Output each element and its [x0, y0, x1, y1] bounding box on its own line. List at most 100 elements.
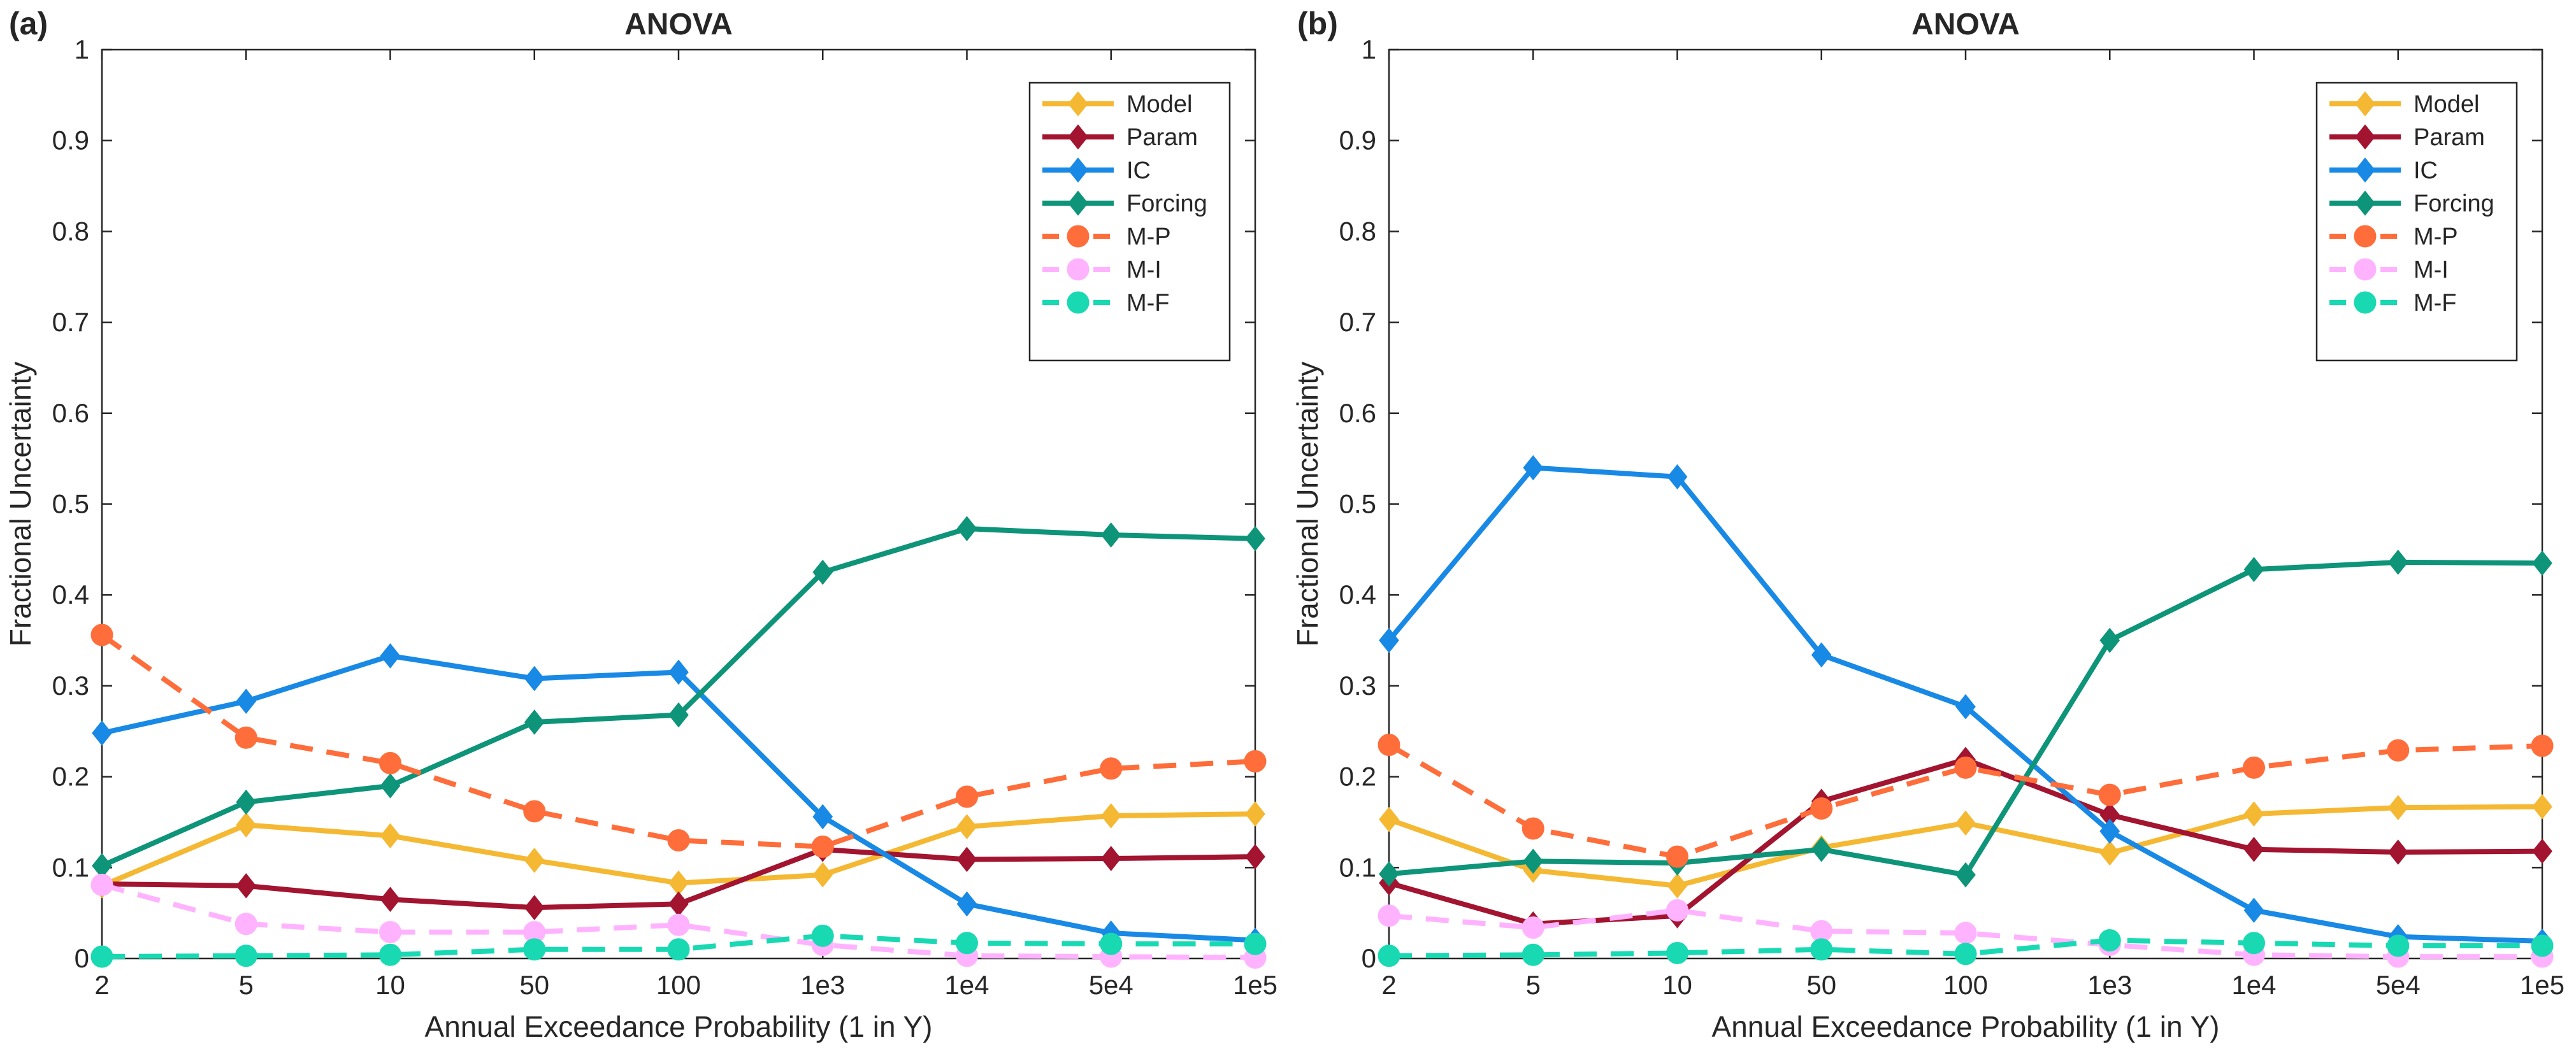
panel-a-xtick-label: 50 — [519, 970, 549, 1000]
legend-marker — [1067, 291, 1090, 314]
data-point — [956, 814, 977, 839]
data-point — [2387, 839, 2408, 865]
data-point — [1379, 861, 1399, 887]
data-point — [2243, 756, 2265, 779]
legend-label: M-F — [1126, 290, 1170, 317]
panel-b-ytick-label: 0.1 — [1339, 852, 1376, 882]
legend-item-m-p: M-P — [1042, 224, 1171, 250]
data-point — [380, 773, 401, 799]
legend-marker — [1067, 225, 1090, 248]
data-point — [956, 932, 978, 955]
data-point — [1378, 944, 1400, 967]
panel-b-xtick-label: 1e3 — [2087, 970, 2132, 1000]
data-point — [1811, 836, 1832, 862]
data-point — [1245, 525, 1265, 552]
panel-a-series-forcing — [92, 516, 1265, 879]
data-point — [2243, 801, 2264, 827]
data-point — [1954, 756, 1977, 779]
panel-b-ytick-label: 0.5 — [1339, 489, 1376, 519]
panel-a-xtick-label: 1e5 — [1233, 970, 1277, 1000]
panel-b-series-m-f — [1378, 929, 2554, 967]
data-point — [668, 659, 689, 685]
data-point — [524, 895, 545, 920]
legend-label: Model — [2414, 91, 2480, 118]
data-point — [379, 921, 401, 944]
legend-item-m-p: M-P — [2329, 224, 2458, 250]
data-point — [523, 800, 546, 823]
data-point — [2387, 795, 2408, 820]
data-point — [234, 726, 257, 749]
legend-item-m-f: M-F — [1042, 290, 1170, 317]
panel-b-ytick-label: 0.6 — [1339, 398, 1376, 428]
panel-a-xtick-label: 10 — [375, 970, 405, 1000]
legend-marker — [1068, 157, 1088, 183]
data-point — [1100, 757, 1123, 780]
data-point — [1379, 806, 1399, 832]
series-line — [101, 882, 1256, 960]
panel-b: (b) ANOVA 0 0.1 0.2 0.3 0.4 0.5 0.6 0.7 0.8 0.9 1 2 5 1… — [1291, 6, 2565, 1043]
panel-b-ytick-label: 0.4 — [1339, 580, 1376, 609]
data-point — [1954, 943, 1977, 965]
data-point — [1378, 904, 1400, 927]
data-point — [812, 862, 833, 888]
data-point — [1955, 862, 1976, 888]
legend-marker — [2355, 190, 2375, 216]
data-point — [956, 891, 977, 917]
data-point — [1100, 846, 1121, 871]
data-point — [234, 913, 257, 936]
legend-item-forcing: Forcing — [1042, 190, 1207, 217]
data-point — [667, 913, 690, 936]
panel-b-ytick-label: 1 — [1362, 34, 1376, 64]
legend-item-ic: IC — [1042, 157, 1151, 184]
panel-b-ytick-label: 0.9 — [1339, 125, 1376, 155]
panel-b-xtick-label: 50 — [1806, 970, 1836, 1000]
legend-label: M-P — [1126, 224, 1171, 250]
legend-label: Forcing — [2414, 190, 2494, 217]
data-point — [1522, 916, 1544, 939]
data-point — [811, 924, 834, 947]
panel-a-series-ic — [92, 643, 1265, 953]
data-point — [2532, 838, 2552, 864]
legend-marker — [2354, 291, 2377, 314]
panel-b-ytick-label: 0.7 — [1339, 307, 1376, 337]
data-point — [380, 823, 401, 849]
panel-a-label: (a) — [9, 6, 48, 41]
series-line — [1386, 757, 2545, 927]
panel-b-ylabel: Fractional Uncertainty — [1291, 362, 1324, 646]
data-point — [92, 720, 112, 746]
legend-label: Model — [1126, 91, 1193, 118]
data-point — [2098, 929, 2121, 951]
legend-marker — [2355, 124, 2375, 150]
panel-b-xtick-label: 5e4 — [2376, 970, 2421, 1000]
data-point — [1810, 797, 1833, 820]
data-point — [811, 835, 834, 858]
panel-a-series-model — [92, 801, 1265, 899]
data-point — [1955, 810, 1976, 836]
data-point — [1666, 845, 1688, 868]
panel-a-legend: Model Param IC Forcing M-P M-I M-F — [1028, 82, 1231, 362]
data-point — [2387, 739, 2410, 762]
panel-b-xlabel: Annual Exceedance Probability (1 in Y) — [1712, 1010, 2220, 1043]
panel-a: (a) ANOVA 0 0.1 0.2 0.3 0.4 0.5 0.6 0.7 0.8 0.9 1 2 5 1… — [4, 6, 1277, 1043]
data-point — [1522, 817, 1544, 840]
panel-a-xtick-label: 5 — [239, 970, 254, 1000]
legend-item-model: Model — [2329, 91, 2480, 118]
panel-b-xtick-label: 5 — [1526, 970, 1541, 1000]
legend-item-param: Param — [2329, 124, 2485, 151]
panel-b-label: (b) — [1297, 6, 1338, 41]
legend-item-m-i: M-I — [2329, 257, 2449, 283]
legend-item-ic: IC — [2329, 157, 2438, 184]
data-point — [1666, 899, 1688, 922]
panel-a-ytick-label: 0.4 — [52, 580, 89, 609]
legend-marker — [2354, 225, 2377, 248]
data-point — [1523, 848, 1544, 874]
legend-item-model: Model — [1042, 91, 1193, 118]
data-point — [956, 846, 977, 872]
series-line — [1387, 743, 2543, 860]
data-point — [524, 709, 545, 735]
panel-b-xtick-label: 2 — [1381, 970, 1396, 1000]
data-point — [1100, 803, 1121, 829]
data-point — [2243, 897, 2264, 923]
data-point — [236, 789, 257, 815]
legend-label: Param — [2414, 124, 2485, 151]
